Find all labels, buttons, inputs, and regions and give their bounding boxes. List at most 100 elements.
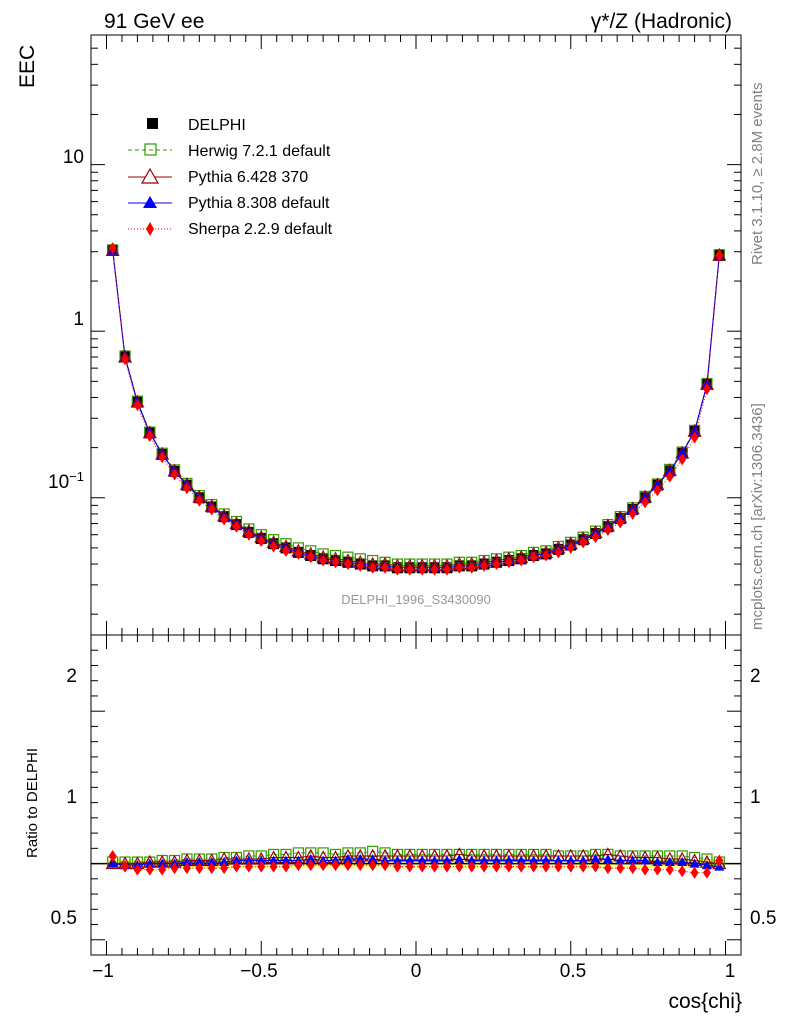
sherpa-point [430, 860, 439, 873]
process-label: γ*/Z (Hadronic) [591, 10, 732, 33]
sherpa-point [591, 860, 600, 873]
sherpa-point [343, 859, 352, 872]
sherpa-point [467, 561, 476, 574]
ratio-y-tick-label-2-right: 2 [750, 666, 761, 687]
pythia8-point [243, 855, 254, 865]
sherpa-point [108, 242, 117, 255]
sherpa-point [108, 849, 117, 862]
ratio-series-group [105, 845, 727, 879]
sherpa-point [480, 860, 489, 873]
sherpa-point [133, 399, 142, 412]
ratio-y-tick-label-0.5: 0.5 [51, 908, 77, 929]
sherpa-point [269, 860, 278, 873]
sherpa-point [220, 513, 229, 526]
main-y-tick-label-10: 10 [63, 147, 84, 168]
analysis-id-label: DELPHI_1996_S3430090 [341, 592, 491, 607]
sherpa-point [653, 863, 662, 876]
pythia8-series [107, 245, 725, 572]
sherpa-point [628, 862, 637, 875]
pythia8-point [578, 855, 589, 865]
sherpa-point [182, 482, 191, 495]
legend-marker-pythia6 [140, 167, 160, 184]
legend-marker-herwig [144, 143, 157, 156]
main-y-tick-label-1: 1 [73, 309, 84, 330]
sherpa-point [393, 563, 402, 576]
sherpa-point [690, 866, 699, 879]
sherpa-point [715, 249, 724, 262]
pythia8-point [342, 854, 353, 863]
pythia8-point [367, 854, 378, 863]
sherpa-point [294, 859, 303, 872]
ratio-y-tick-label-2: 2 [66, 666, 77, 687]
sherpa-point [220, 862, 229, 875]
sherpa-point [678, 453, 687, 466]
pythia8-point [157, 858, 168, 868]
pythia8-point [392, 855, 403, 865]
ratio-x-ticks [105, 635, 727, 955]
pythia8-point [355, 854, 366, 863]
legend-marker-sherpa [146, 222, 154, 236]
pythia8-point [194, 857, 205, 867]
sherpa-point [517, 860, 526, 873]
pythia8-point [689, 858, 700, 868]
x-tick-label-0.5: 0.5 [560, 961, 586, 982]
legend-label-delphi: DELPHI [188, 117, 246, 134]
sherpa-point [554, 860, 563, 873]
pythia6-series [105, 243, 727, 572]
sherpa-point [442, 860, 451, 873]
sherpa-point [678, 865, 687, 878]
legend-label-sherpa: Sherpa 2.2.9 default [188, 221, 333, 238]
legend-label-herwig: Herwig 7.2.1 default [188, 143, 331, 160]
mcplots-credit-label: mcplots.cern.ch [arXiv:1306.3436] [749, 403, 766, 630]
sherpa-point [529, 860, 538, 873]
sherpa-point [331, 859, 340, 872]
main-y-axis-label: EEC [16, 45, 39, 88]
legend-marker-pythia8 [143, 196, 157, 208]
sherpa-point [244, 528, 253, 541]
sherpa-point [257, 860, 266, 873]
sherpa-point [343, 558, 352, 571]
pythia8-point [565, 855, 576, 865]
main-panel: EEC 10 1 10−1 DELPHI_1996_S3430090 DELPH… [16, 34, 742, 636]
pythia8-point [528, 855, 539, 865]
sherpa-point [282, 544, 290, 557]
sherpa-point [145, 429, 154, 442]
sherpa-point [232, 520, 241, 533]
legend-label-pythia8: Pythia 8.308 default [188, 195, 330, 212]
sherpa-point [492, 558, 501, 571]
main-x-ticks [105, 35, 727, 635]
x-tick-label-minus1: −1 [92, 961, 114, 982]
pythia8-point [429, 855, 440, 865]
sherpa-line [112, 248, 720, 571]
sherpa-point [603, 524, 612, 537]
pythia8-point [144, 858, 155, 868]
sherpa-point [121, 860, 130, 873]
sherpa-point [331, 556, 340, 569]
sherpa-point [170, 862, 179, 875]
sherpa-ratio-series [108, 849, 724, 879]
sherpa-point [257, 535, 266, 548]
sherpa-point [207, 503, 216, 516]
ratio-y-tick-label-1-right: 1 [750, 787, 761, 808]
sherpa-point [418, 860, 427, 873]
pythia8-point [466, 855, 477, 865]
sherpa-point [195, 862, 204, 875]
sherpa-point [294, 547, 303, 560]
sherpa-point [430, 563, 439, 576]
legend-marker-delphi [147, 118, 158, 129]
sherpa-point [517, 554, 526, 567]
pythia6-line [112, 250, 720, 567]
pythia8-point [664, 857, 675, 867]
sherpa-point [641, 496, 650, 509]
sherpa-point [702, 382, 711, 395]
pythia8-point [231, 855, 242, 865]
ratio-y-ticks [91, 634, 741, 941]
ratio-y-tick-label-1: 1 [66, 787, 77, 808]
pythia8-point [541, 855, 551, 865]
sherpa-point [442, 563, 451, 576]
ratio-y-axis-label: Ratio to DELPHI [24, 748, 41, 858]
ratio-plot-frame [90, 634, 742, 956]
sherpa-point [653, 484, 662, 497]
ratio-panel: Ratio to DELPHI 2 1 0.5 2 1 0.5 −1 −0.5 … [24, 634, 776, 1013]
sherpa-point [641, 863, 650, 876]
